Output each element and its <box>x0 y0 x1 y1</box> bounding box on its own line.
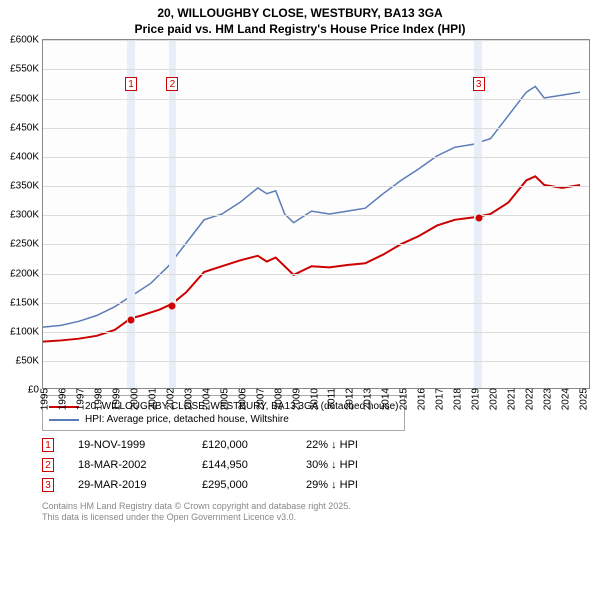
transaction-marker: 3 <box>42 478 54 492</box>
x-axis-label: 2024 <box>557 388 572 410</box>
x-axis-label: 2022 <box>521 388 536 410</box>
y-axis-label: £500K <box>10 93 43 104</box>
transaction-marker: 1 <box>125 77 137 91</box>
x-axis-label: 2009 <box>287 388 302 410</box>
highlight-band <box>169 40 176 388</box>
transaction-delta: 29% ↓ HPI <box>306 479 358 491</box>
legend-swatch <box>49 419 79 421</box>
x-axis-label: 2016 <box>413 388 428 410</box>
chart-lines <box>43 40 589 388</box>
transaction-delta: 30% ↓ HPI <box>306 459 358 471</box>
title-line-2: Price paid vs. HM Land Registry's House … <box>135 22 466 36</box>
gridline <box>43 69 589 70</box>
transaction-delta: 22% ↓ HPI <box>306 439 358 451</box>
transaction-price: £120,000 <box>202 439 282 451</box>
y-axis-label: £450K <box>10 122 43 133</box>
gridline <box>43 99 589 100</box>
x-axis-label: 1998 <box>89 388 104 410</box>
title-line-1: 20, WILLOUGHBY CLOSE, WESTBURY, BA13 3GA <box>157 6 442 20</box>
x-axis-label: 2023 <box>539 388 554 410</box>
gridline <box>43 40 589 41</box>
transaction-marker: 1 <box>42 438 54 452</box>
x-axis-label: 2001 <box>143 388 158 410</box>
x-axis-label: 2019 <box>467 388 482 410</box>
x-axis-label: 2006 <box>233 388 248 410</box>
y-axis-label: £200K <box>10 268 43 279</box>
legend-item: HPI: Average price, detached house, Wilt… <box>49 413 398 426</box>
x-axis-label: 2007 <box>251 388 266 410</box>
x-axis-label: 1995 <box>36 388 51 410</box>
y-axis-label: £100K <box>10 326 43 337</box>
chart-plot-area: £0£50K£100K£150K£200K£250K£300K£350K£400… <box>42 39 590 389</box>
transaction-price: £295,000 <box>202 479 282 491</box>
gridline <box>43 128 589 129</box>
footer-line-1: Contains HM Land Registry data © Crown c… <box>42 501 351 511</box>
transaction-date: 29-MAR-2019 <box>78 479 178 491</box>
transaction-row: 3 29-MAR-2019 £295,000 29% ↓ HPI <box>42 475 600 495</box>
x-axis-label: 2004 <box>197 388 212 410</box>
x-axis-label: 2002 <box>161 388 176 410</box>
gridline <box>43 186 589 187</box>
series-line-price_paid <box>43 176 580 341</box>
y-axis-label: £600K <box>10 35 43 46</box>
x-axis-label: 2014 <box>377 388 392 410</box>
series-line-hpi <box>43 87 580 328</box>
x-axis-label: 1996 <box>53 388 68 410</box>
x-axis-label: 1997 <box>71 388 86 410</box>
x-axis-label: 2005 <box>215 388 230 410</box>
transactions-table: 1 19-NOV-1999 £120,000 22% ↓ HPI 2 18-MAR-200… <box>42 435 600 495</box>
x-axis-label: 2018 <box>449 388 464 410</box>
x-axis-label: 2008 <box>269 388 284 410</box>
x-axis-label: 2020 <box>485 388 500 410</box>
legend-label: HPI: Average price, detached house, Wilt… <box>85 414 289 425</box>
x-axis-label: 2003 <box>179 388 194 410</box>
transaction-date: 18-MAR-2002 <box>78 459 178 471</box>
gridline <box>43 244 589 245</box>
transaction-dot <box>128 317 135 324</box>
transaction-marker: 2 <box>166 77 178 91</box>
chart-title: 20, WILLOUGHBY CLOSE, WESTBURY, BA13 3GA… <box>0 0 600 39</box>
x-axis-label: 2010 <box>305 388 320 410</box>
gridline <box>43 303 589 304</box>
transaction-price: £144,950 <box>202 459 282 471</box>
x-axis-label: 2011 <box>323 388 338 410</box>
x-axis-label: 2015 <box>395 388 410 410</box>
x-axis-label: 2025 <box>575 388 590 410</box>
gridline <box>43 157 589 158</box>
x-axis-label: 2017 <box>431 388 446 410</box>
transaction-marker: 2 <box>42 458 54 472</box>
y-axis-label: £350K <box>10 181 43 192</box>
x-axis-label: 2012 <box>341 388 356 410</box>
transaction-row: 1 19-NOV-1999 £120,000 22% ↓ HPI <box>42 435 600 455</box>
y-axis-label: £300K <box>10 210 43 221</box>
x-axis-label: 2000 <box>125 388 140 410</box>
transaction-dot <box>169 302 176 309</box>
x-axis-label: 2013 <box>359 388 374 410</box>
gridline <box>43 215 589 216</box>
y-axis-label: £400K <box>10 151 43 162</box>
transaction-dot <box>475 215 482 222</box>
x-axis-label: 1999 <box>107 388 122 410</box>
gridline <box>43 361 589 362</box>
transaction-marker: 3 <box>473 77 485 91</box>
y-axis-label: £550K <box>10 64 43 75</box>
x-axis-label: 2021 <box>503 388 518 410</box>
transaction-row: 2 18-MAR-2002 £144,950 30% ↓ HPI <box>42 455 600 475</box>
gridline <box>43 332 589 333</box>
footer-attribution: Contains HM Land Registry data © Crown c… <box>42 501 600 523</box>
gridline <box>43 274 589 275</box>
transaction-date: 19-NOV-1999 <box>78 439 178 451</box>
y-axis-label: £150K <box>10 297 43 308</box>
highlight-band <box>127 40 134 388</box>
y-axis-label: £250K <box>10 239 43 250</box>
footer-line-2: This data is licensed under the Open Gov… <box>42 512 296 522</box>
y-axis-label: £50K <box>16 356 43 367</box>
